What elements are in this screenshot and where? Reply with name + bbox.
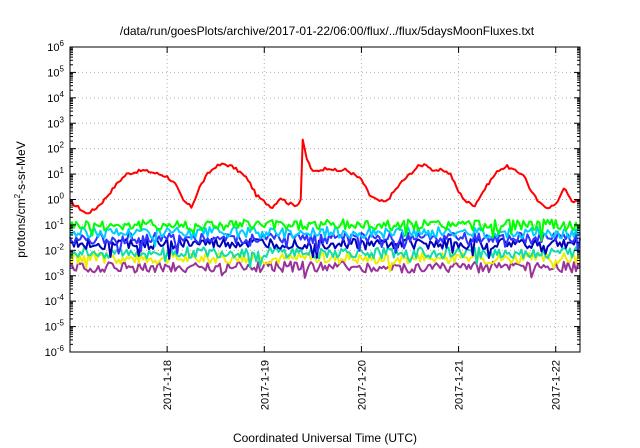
y-tick-label: 10-4 bbox=[45, 293, 65, 308]
x-tick-label: 2017-1-18 bbox=[162, 360, 174, 410]
series-line bbox=[69, 218, 581, 242]
y-tick-label: 10-5 bbox=[45, 319, 65, 334]
series-layer bbox=[69, 138, 581, 279]
y-axis-label-text: protons/cm2-s-sr-MeV bbox=[13, 141, 28, 257]
y-tick-label: 10-3 bbox=[45, 268, 65, 283]
y-tick-label: 10-6 bbox=[45, 344, 65, 359]
chart-title: /data/run/goesPlots/archive/2017-01-22/0… bbox=[120, 24, 535, 38]
series-line bbox=[69, 226, 581, 248]
x-tick-label: 2017-1-19 bbox=[259, 360, 271, 410]
grid bbox=[70, 47, 580, 352]
y-tick-label: 105 bbox=[47, 64, 64, 79]
y-tick-label: 10-2 bbox=[45, 242, 65, 257]
ticks: 10-6 10-5 10-4 10-3 10-2 10-1 100 101 102 103 104 1… bbox=[45, 39, 580, 410]
x-tick-label: 2017-1-21 bbox=[454, 360, 466, 410]
series-line bbox=[69, 260, 581, 279]
y-tick-label: 101 bbox=[47, 166, 64, 181]
x-axis-label: Coordinated Universal Time (UTC) bbox=[233, 431, 417, 445]
series-line bbox=[69, 246, 581, 269]
y-tick-label: 100 bbox=[47, 192, 64, 207]
y-tick-label: 103 bbox=[47, 115, 64, 130]
x-tick-label: 2017-1-20 bbox=[356, 360, 368, 410]
y-tick-label: 102 bbox=[47, 141, 64, 156]
y-tick-label: 10-1 bbox=[45, 217, 65, 232]
y-tick-label: 104 bbox=[47, 90, 64, 105]
x-tick-label: 2017-1-22 bbox=[551, 360, 563, 410]
series-line bbox=[69, 251, 581, 273]
y-axis-label: protons/cm2-s-sr-MeV bbox=[13, 141, 28, 257]
series-line bbox=[69, 138, 581, 215]
y-tick-label: 106 bbox=[47, 39, 64, 54]
